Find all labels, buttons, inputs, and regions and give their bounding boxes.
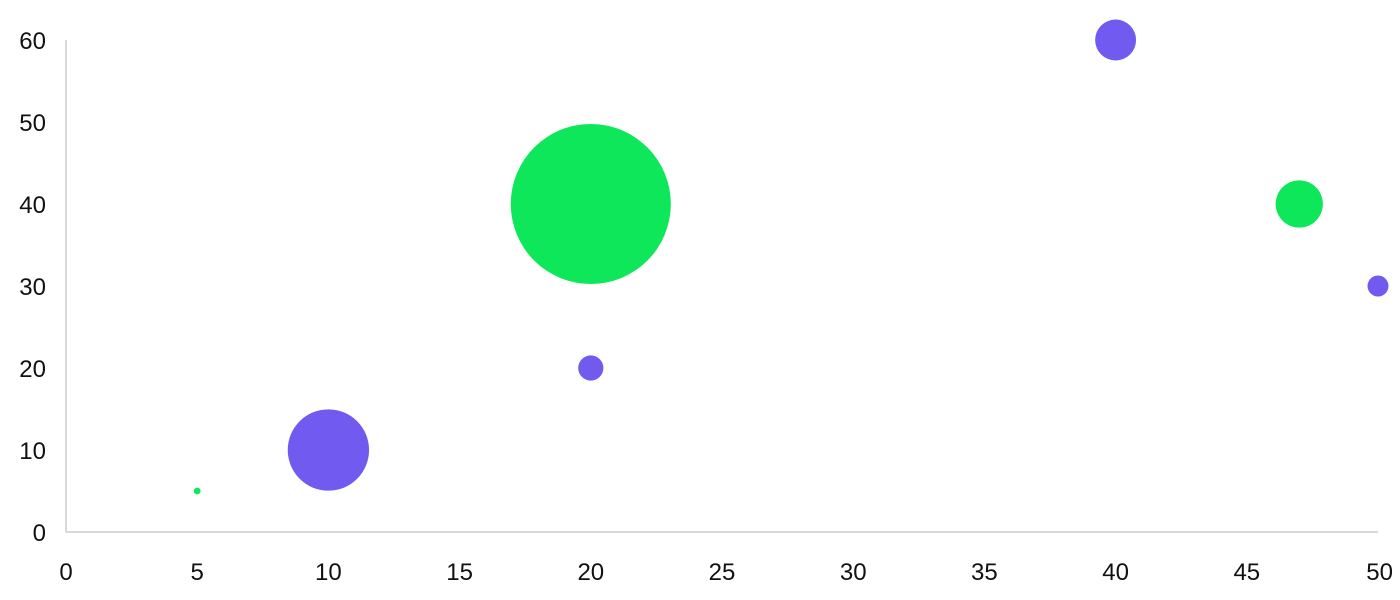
y-tick-label: 50 bbox=[19, 110, 46, 137]
bubble-series-2-point-1 bbox=[287, 409, 370, 491]
x-tick-label: 10 bbox=[315, 559, 342, 586]
x-tick-label: 15 bbox=[446, 559, 473, 586]
bubble-series-1-point-2 bbox=[510, 123, 671, 285]
axes bbox=[65, 40, 1378, 533]
y-tick-label: 10 bbox=[19, 438, 46, 465]
x-tick-label: 30 bbox=[840, 559, 867, 586]
bubble-series-1-point-1 bbox=[193, 487, 201, 495]
x-tick-label: 45 bbox=[1233, 559, 1260, 586]
bubble-marks bbox=[193, 19, 1389, 495]
y-tick-label: 40 bbox=[19, 192, 46, 219]
x-tick-label: 50 bbox=[1366, 559, 1393, 586]
x-tick-label: 5 bbox=[191, 559, 204, 586]
bubble-series-2-point-4 bbox=[1367, 275, 1389, 297]
y-tick-label: 60 bbox=[19, 28, 46, 55]
x-tick-label: 35 bbox=[971, 559, 998, 586]
bubble-series-2-point-2 bbox=[578, 355, 604, 381]
x-tick-label: 20 bbox=[577, 559, 604, 586]
x-tick-label: 25 bbox=[709, 559, 736, 586]
y-tick-labels: 0 10 20 30 40 50 60 bbox=[19, 28, 46, 547]
x-tick-label: 0 bbox=[59, 559, 72, 586]
y-tick-label: 30 bbox=[19, 274, 46, 301]
y-tick-label: 20 bbox=[19, 356, 46, 383]
x-tick-labels: 0 5 10 15 20 25 30 35 40 45 50 bbox=[59, 559, 1393, 586]
x-tick-label: 40 bbox=[1102, 559, 1129, 586]
bubble-series-1-point-3 bbox=[1275, 180, 1323, 228]
y-tick-label: 0 bbox=[33, 520, 46, 547]
bubble-series-2-point-3 bbox=[1095, 19, 1137, 61]
